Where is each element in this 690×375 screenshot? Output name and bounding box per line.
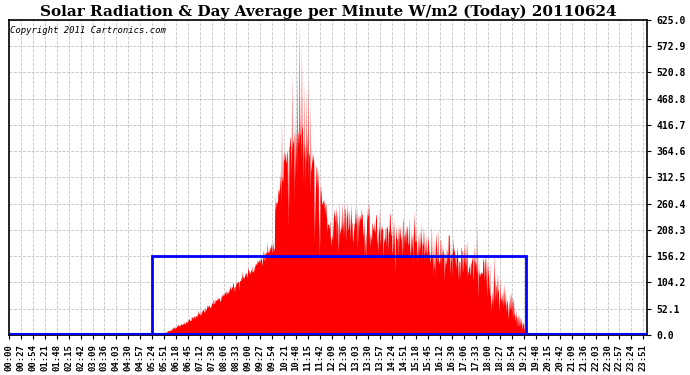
Title: Solar Radiation & Day Average per Minute W/m2 (Today) 20110624: Solar Radiation & Day Average per Minute… [40, 4, 616, 18]
Bar [152, 256, 526, 335]
Text: Copyright 2011 Cartronics.com: Copyright 2011 Cartronics.com [10, 26, 166, 35]
